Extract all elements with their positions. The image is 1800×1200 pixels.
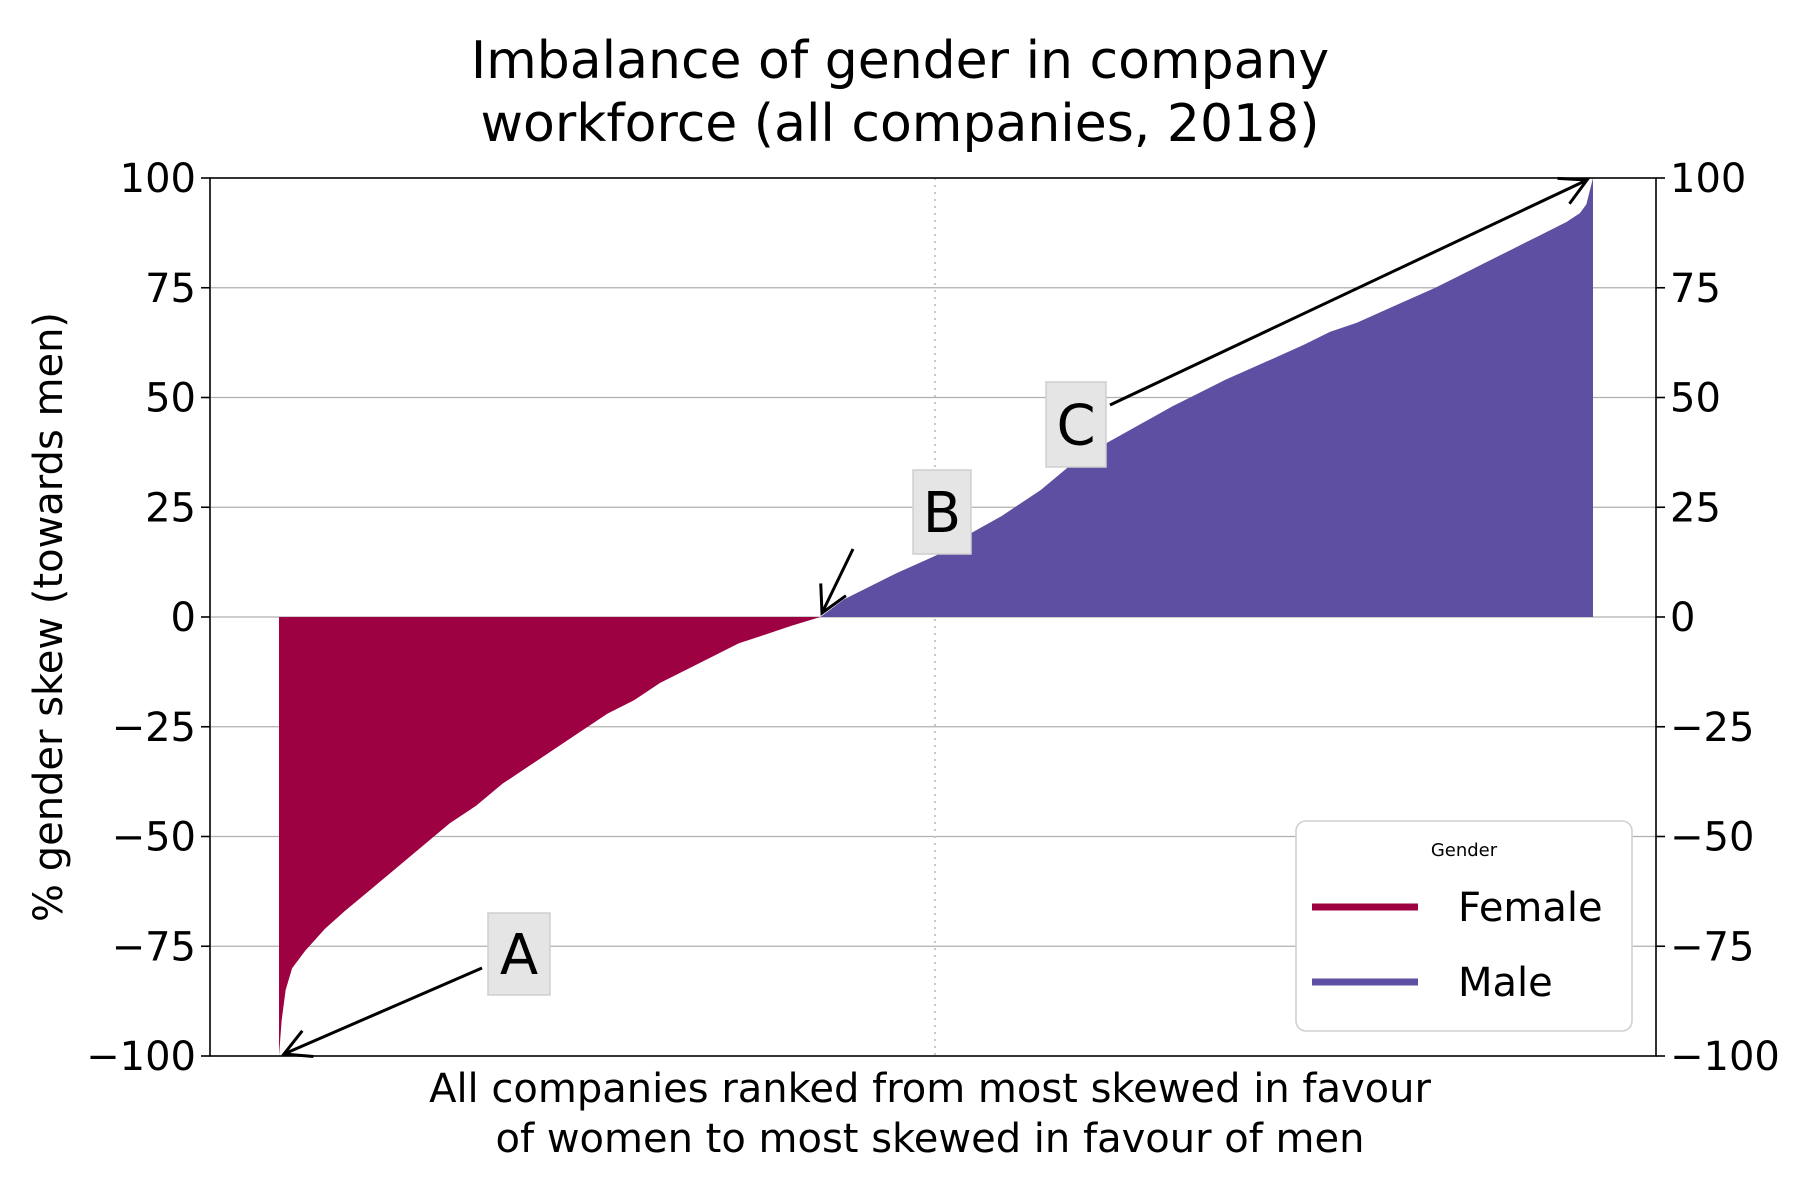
legend: Gender Female Male xyxy=(1295,820,1633,1032)
legend-label-female: Female xyxy=(1458,885,1603,931)
left-tick-label-7: −75 xyxy=(112,924,196,970)
left-tick-label-2: 50 xyxy=(145,376,196,422)
right-tick-label-3: 25 xyxy=(1670,485,1721,531)
annotation-label-c: C xyxy=(1056,394,1095,459)
annotation-a: A xyxy=(281,912,551,1058)
annotations: A B C xyxy=(281,176,1590,1058)
annotation-arrowhead-b xyxy=(819,583,847,616)
y-axis-label: % gender skew (towards men) xyxy=(26,312,72,922)
legend-label-male: Male xyxy=(1458,960,1553,1006)
x-axis-label-line-2: of women to most skewed in favour of men xyxy=(496,1116,1365,1162)
annotation-c: C xyxy=(1045,176,1590,468)
left-tick-label-0: 100 xyxy=(120,156,196,202)
annotation-label-b: B xyxy=(923,481,961,546)
y-axis-label-text: % gender skew (towards men) xyxy=(26,312,72,922)
chart-title-line-2: workforce (all companies, 2018) xyxy=(481,94,1320,154)
left-tick-label-4: 0 xyxy=(171,595,196,641)
right-y-axis: 100 75 50 25 0 −25 −50 −75 −100 xyxy=(1656,156,1780,1080)
series-areas xyxy=(279,178,1593,1056)
series-area-male xyxy=(820,178,1593,617)
annotation-arrowhead-a xyxy=(281,1029,314,1058)
right-tick-label-5: −25 xyxy=(1670,705,1754,751)
left-tick-label-6: −50 xyxy=(112,815,196,861)
left-tick-label-1: 75 xyxy=(145,266,196,312)
x-axis-label: All companies ranked from most skewed in… xyxy=(429,1066,1431,1162)
annotation-label-a: A xyxy=(500,923,538,988)
annotation-arrow-a xyxy=(283,966,483,1056)
legend-title: Gender xyxy=(1431,840,1498,861)
annotation-arrowhead-c xyxy=(1557,176,1590,205)
right-tick-label-6: −50 xyxy=(1670,815,1754,861)
right-tick-label-0: 100 xyxy=(1670,156,1746,202)
chart-title-line-1: Imbalance of gender in company xyxy=(471,31,1329,91)
annotation-arrow-c xyxy=(1109,178,1588,407)
annotation-box-b xyxy=(912,469,972,555)
right-tick-label-8: −100 xyxy=(1670,1034,1780,1080)
right-tick-label-2: 50 xyxy=(1670,376,1721,422)
right-tick-label-4: 0 xyxy=(1670,595,1695,641)
series-area-female xyxy=(279,617,821,1056)
annotation-box-c xyxy=(1045,381,1107,468)
left-tick-label-3: 25 xyxy=(145,485,196,531)
left-y-axis: 100 75 50 25 0 −25 −50 −75 −100 xyxy=(86,156,210,1080)
chart-title: Imbalance of gender in companyworkforce … xyxy=(471,31,1329,154)
annotation-arrow-b xyxy=(820,548,855,614)
annotation-b: B xyxy=(819,469,972,616)
annotation-box-a xyxy=(487,912,551,996)
left-tick-label-8: −100 xyxy=(86,1034,196,1080)
left-tick-label-5: −25 xyxy=(112,705,196,751)
right-tick-label-1: 75 xyxy=(1670,266,1721,312)
x-axis-label-line-1: All companies ranked from most skewed in… xyxy=(429,1066,1431,1112)
right-tick-label-7: −75 xyxy=(1670,924,1754,970)
